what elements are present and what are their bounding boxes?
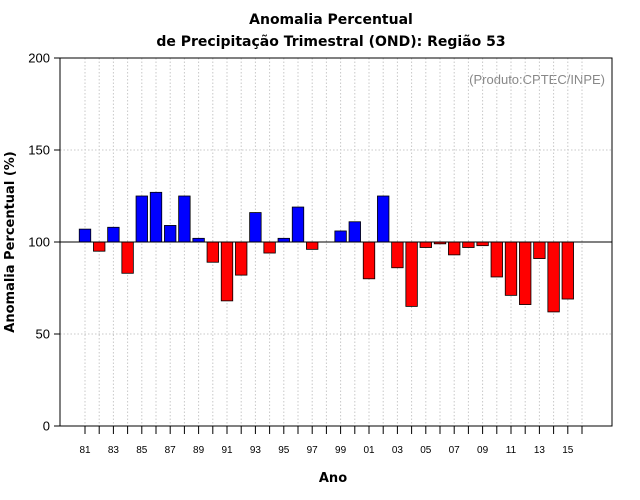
- bar-99: [334, 230, 347, 243]
- x-tick-label: 07: [449, 445, 461, 456]
- bar-85: [135, 195, 148, 243]
- bar-00: [348, 221, 361, 243]
- bar-89: [192, 237, 205, 243]
- x-tick-label: 95: [278, 445, 290, 456]
- bar-81: [78, 228, 92, 243]
- x-tick-label: 83: [108, 445, 120, 456]
- bar-11: [504, 241, 518, 296]
- y-tick-label: 200: [28, 51, 50, 66]
- x-tick-label: 01: [363, 445, 375, 456]
- x-tick-label: 15: [562, 445, 574, 456]
- x-axis-label: Ano: [319, 471, 347, 486]
- bar-03: [391, 241, 404, 269]
- bar-13: [533, 241, 546, 259]
- bar-90: [206, 241, 219, 263]
- bar-87: [164, 225, 177, 243]
- chart-title-line2: de Precipitação Trimestral (OND): Região…: [156, 34, 505, 50]
- bar-93: [249, 212, 262, 243]
- y-tick-label: 50: [36, 327, 50, 342]
- bar-84: [121, 241, 134, 274]
- x-tick-label: 85: [136, 445, 148, 456]
- bar-96: [291, 206, 305, 243]
- bar-86: [149, 191, 163, 243]
- bar-97: [306, 241, 319, 250]
- bar-08: [462, 241, 475, 248]
- bar-14: [547, 241, 560, 313]
- bar-04: [405, 241, 418, 307]
- x-tick-label: 97: [307, 445, 319, 456]
- x-tick-label: 99: [335, 445, 347, 456]
- axes: 0 50 100 150 200 81 83 85 87 89 91 93 95 97 99 01 03 05 07…: [28, 51, 613, 456]
- bar-94: [263, 241, 276, 254]
- grid-lines: [60, 58, 612, 426]
- x-tick-label: 89: [193, 445, 205, 456]
- bar-15: [561, 241, 574, 300]
- y-axis-label: Anomalia Percentual (%): [3, 151, 18, 332]
- bar-92: [235, 241, 248, 276]
- chart-title-line1: Anomalia Percentual: [249, 12, 413, 28]
- x-tick-label: 91: [221, 445, 233, 456]
- bar-83: [107, 226, 120, 243]
- bar-95: [277, 237, 290, 243]
- bar-05: [419, 241, 432, 248]
- bar-91: [220, 241, 234, 302]
- x-tick-label: 87: [165, 445, 177, 456]
- bar-82: [93, 241, 106, 252]
- bar-09: [476, 241, 489, 247]
- x-tick-label: 81: [79, 445, 91, 456]
- x-tick-label: 11: [506, 445, 517, 456]
- x-tick-label: 13: [534, 445, 546, 456]
- bar-12: [519, 241, 532, 305]
- x-tick-label: 09: [477, 445, 489, 456]
- y-tick-label: 150: [28, 143, 50, 158]
- bar-07: [448, 241, 461, 256]
- x-tick-label: 03: [392, 445, 404, 456]
- bar-02: [377, 195, 390, 243]
- x-tick-label: 93: [250, 445, 262, 456]
- bar-88: [178, 195, 191, 243]
- credit-label: (Produto:CPTEC/INPE): [469, 72, 605, 87]
- x-tick-label: 05: [420, 445, 432, 456]
- bar-01: [362, 241, 376, 280]
- y-tick-label: 0: [43, 419, 50, 434]
- y-tick-label: 100: [28, 235, 50, 250]
- bar-10: [490, 241, 503, 278]
